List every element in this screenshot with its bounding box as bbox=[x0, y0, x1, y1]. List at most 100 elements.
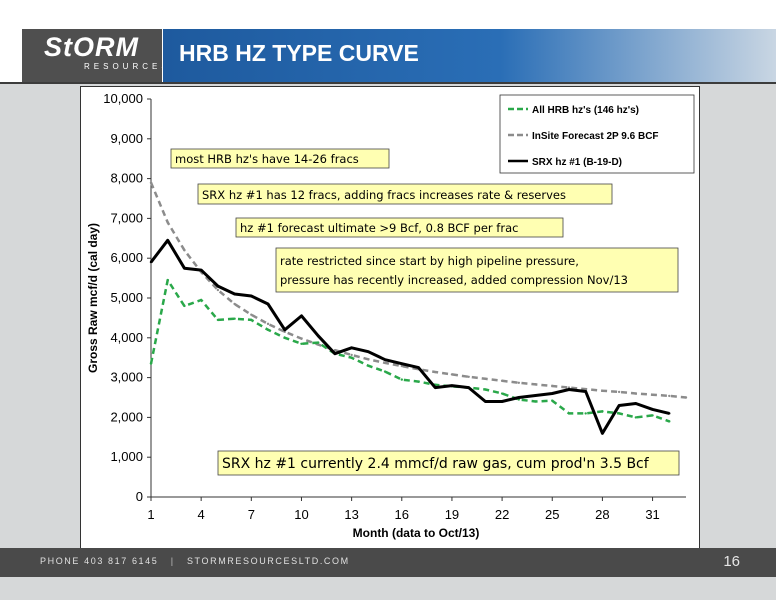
y-tick-label: 3,000 bbox=[110, 370, 143, 385]
chart-axes: 0 1,000 2,000 3,000 4,000 5,000 6,000 7,000 8,00… bbox=[86, 91, 686, 540]
x-tick-label: 28 bbox=[595, 507, 609, 522]
series-srx-hz1-point bbox=[166, 239, 169, 242]
series-srx-hz1-point bbox=[266, 302, 270, 306]
y-tick-label: 4,000 bbox=[110, 330, 143, 345]
slide-header: StORM RESOURCES HRB HZ TYPE CURVE bbox=[0, 0, 776, 84]
type-curve-chart: 0 1,000 2,000 3,000 4,000 5,000 6,000 7,000 8,00… bbox=[86, 91, 695, 540]
series-srx-hz1-point bbox=[617, 404, 621, 407]
footer-separator: | bbox=[170, 556, 175, 566]
series-insite-forecast-point bbox=[634, 392, 638, 395]
series-insite-forecast-point bbox=[534, 383, 537, 386]
legend-box bbox=[499, 94, 695, 174]
series-all-hrb-point bbox=[500, 392, 504, 395]
series-all-hrb-point bbox=[316, 341, 320, 344]
series-srx-hz1-point bbox=[250, 294, 253, 298]
note-forecast-ultimate-box bbox=[235, 217, 564, 238]
series-insite-forecast-point bbox=[183, 249, 186, 252]
series-all-hrb-point bbox=[668, 420, 671, 423]
y-tick-label: 1,000 bbox=[110, 449, 143, 464]
series-all-hrb-point bbox=[283, 336, 286, 339]
series-srx-hz1-point bbox=[634, 402, 638, 405]
series-insite-forecast-point bbox=[383, 361, 387, 365]
legend-label-srx: SRX hz #1 (B-19-D) bbox=[532, 157, 622, 168]
series-all-hrb-point bbox=[651, 414, 654, 417]
title-bar: HRB HZ TYPE CURVE bbox=[163, 29, 776, 82]
chart-frame: 0 1,000 2,000 3,000 4,000 5,000 6,000 7,000 8,00… bbox=[80, 86, 700, 549]
series-srx-hz1-point bbox=[450, 384, 454, 387]
series-srx-hz1-point bbox=[199, 268, 203, 272]
x-tick-label: 22 bbox=[495, 507, 509, 522]
series-insite-forecast-point bbox=[467, 375, 470, 379]
series-srx-hz1-point bbox=[567, 388, 571, 391]
series-insite-forecast-point bbox=[283, 330, 286, 334]
series-srx-hz1-point bbox=[216, 284, 220, 288]
footer-website: STORMRESOURCESLTD.COM bbox=[186, 556, 350, 566]
series-insite-forecast-point bbox=[617, 390, 621, 394]
series-all-hrb-point bbox=[634, 416, 638, 419]
series-all-hrb-point bbox=[233, 317, 236, 320]
y-tick-label: 0 bbox=[136, 489, 143, 504]
series-insite-forecast-point bbox=[266, 322, 270, 326]
series-srx-hz1-point bbox=[551, 392, 554, 395]
series-insite-forecast-point bbox=[684, 396, 688, 399]
series-all-hrb-point bbox=[383, 370, 387, 373]
annotations: most HRB hz's have 14-26 fracs SRX hz #1… bbox=[170, 148, 680, 476]
series-all-hrb-point bbox=[216, 318, 220, 322]
x-tick-label: 31 bbox=[645, 507, 659, 522]
chart-legend: All HRB hz's (146 hz's) InSite Forecast … bbox=[499, 94, 695, 174]
series-srx-hz1-point bbox=[350, 346, 353, 349]
series-insite-forecast-point bbox=[400, 364, 403, 368]
page-number: 16 bbox=[723, 553, 740, 570]
y-ticks: 0 1,000 2,000 3,000 4,000 5,000 6,000 7,000 8,00… bbox=[103, 91, 151, 504]
y-tick-label: 2,000 bbox=[110, 409, 143, 424]
x-tick-label: 13 bbox=[344, 507, 358, 522]
series-insite-forecast-point bbox=[233, 302, 236, 306]
series-srx-hz1-point bbox=[283, 328, 286, 332]
note-rate-restricted-line2: pressure has recently increased, added c… bbox=[280, 273, 628, 287]
x-tick-label: 16 bbox=[395, 507, 409, 522]
series-insite-forecast-line bbox=[149, 182, 687, 399]
footer-phone: PHONE 403 817 6145 bbox=[40, 556, 159, 566]
y-tick-label: 5,000 bbox=[110, 290, 143, 305]
series-all-hrb-point bbox=[617, 412, 621, 415]
series-all-hrb-point bbox=[367, 364, 370, 367]
slide-title: HRB HZ TYPE CURVE bbox=[179, 40, 419, 66]
note-forecast-ultimate: hz #1 forecast ultimate >9 Bcf, 0.8 BCF … bbox=[240, 221, 518, 235]
series-srx-hz1-point bbox=[400, 362, 403, 365]
series-insite-forecast-point bbox=[500, 379, 504, 382]
y-tick-label: 8,000 bbox=[110, 171, 143, 186]
y-tick-label: 9,000 bbox=[110, 131, 143, 146]
series-srx-hz1-point bbox=[183, 266, 186, 270]
x-tick-label: 19 bbox=[445, 507, 459, 522]
legend-label-all-hrb: All HRB hz's (146 hz's) bbox=[532, 105, 639, 116]
series-srx-hz1-line bbox=[149, 238, 670, 435]
series-srx-hz1-point bbox=[601, 432, 604, 435]
y-tick-label: 6,000 bbox=[110, 250, 143, 265]
series-all-hrb-point bbox=[584, 412, 587, 415]
series-all-hrb-point bbox=[400, 378, 403, 381]
series-insite-forecast-point bbox=[601, 389, 604, 392]
series-layer bbox=[149, 181, 688, 435]
series-insite-forecast-point bbox=[517, 381, 521, 384]
series-srx-hz1-point bbox=[651, 408, 654, 411]
series-all-hrb-point bbox=[199, 298, 203, 302]
note-srx-fracs: SRX hz #1 has 12 fracs, adding fracs inc… bbox=[202, 188, 566, 202]
series-srx-hz1-point bbox=[668, 412, 671, 415]
series-all-hrb-line bbox=[149, 278, 670, 423]
series-srx-hz1-point bbox=[333, 352, 337, 355]
series-all-hrb-point bbox=[266, 328, 270, 332]
series-insite-forecast-point bbox=[300, 337, 303, 340]
series-all-hrb-point bbox=[183, 304, 186, 308]
series-all-hrb-point bbox=[149, 362, 153, 365]
series-all-hrb-point bbox=[300, 342, 303, 345]
y-tick-label: 7,000 bbox=[110, 210, 143, 225]
series-all-hrb-point bbox=[250, 318, 253, 322]
note-frac-count-box bbox=[170, 148, 390, 169]
series-srx-hz1-point bbox=[584, 390, 587, 393]
series-srx-hz1-point bbox=[517, 396, 521, 399]
logo-wordmark: StORM bbox=[44, 32, 139, 62]
x-tick-label: 4 bbox=[198, 507, 205, 522]
series-insite-forecast-point bbox=[216, 288, 220, 292]
series-all-hrb-point bbox=[166, 278, 169, 282]
series-srx-hz1-point bbox=[367, 350, 370, 353]
